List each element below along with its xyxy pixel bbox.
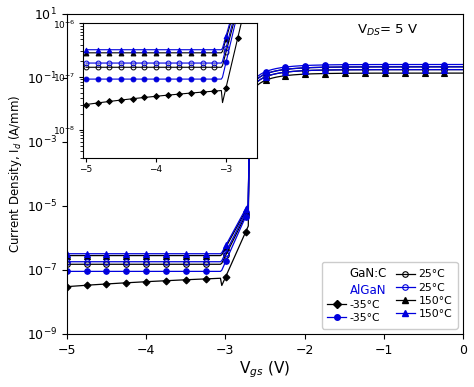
X-axis label: V$_{gs}$ (V): V$_{gs}$ (V) bbox=[239, 360, 291, 380]
Y-axis label: Current Density, I$_d$ (A/mm): Current Density, I$_d$ (A/mm) bbox=[7, 95, 24, 253]
Text: V$_{DS}$= 5 V: V$_{DS}$= 5 V bbox=[357, 23, 419, 38]
Legend: GaN:C, AlGaN, -35°C, -35°C, 25°C, 25°C, 150°C, 150°C: GaN:C, AlGaN, -35°C, -35°C, 25°C, 25°C, … bbox=[321, 262, 457, 329]
